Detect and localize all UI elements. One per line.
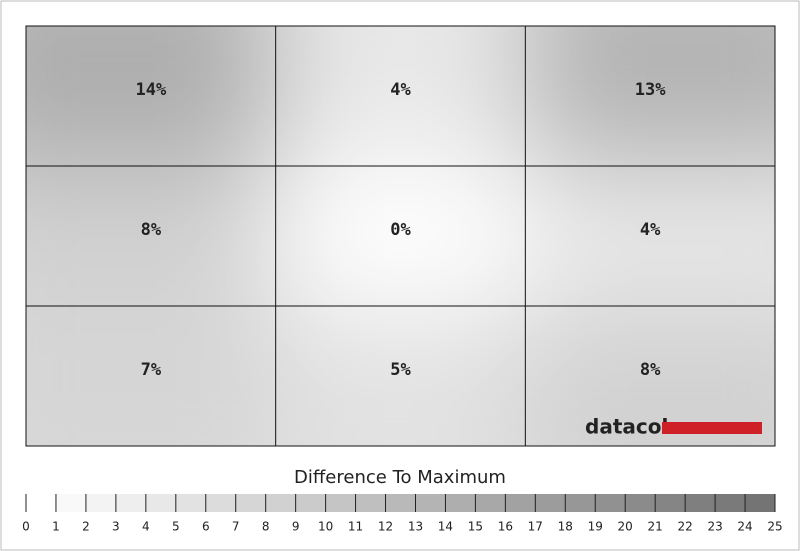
cell-label: 7%: [141, 360, 162, 380]
colorbar-tick-label: 11: [348, 520, 363, 534]
colorbar-swatch: [205, 494, 236, 512]
cell-label: 8%: [141, 220, 162, 240]
colorbar-tick-label: 5: [172, 520, 180, 534]
colorbar-tick-label: 13: [408, 520, 423, 534]
colorbar-tick-label: 12: [378, 520, 393, 534]
colorbar-tick-label: 17: [528, 520, 543, 534]
colorbar-swatch: [715, 494, 746, 512]
colorbar-tick-label: 20: [618, 520, 633, 534]
colorbar-tick-label: 10: [318, 520, 333, 534]
cell-label: 4%: [640, 220, 661, 240]
cell-label: 8%: [640, 360, 661, 380]
plot-border: [25, 25, 776, 447]
colorbar-tick-label: 7: [232, 520, 240, 534]
grid: [26, 26, 775, 446]
colorbar-swatch: [565, 494, 596, 512]
colorbar-swatch: [385, 494, 416, 512]
colorbar-title: Difference To Maximum: [294, 467, 506, 488]
colorbar-tick-label: 2: [82, 520, 90, 534]
cell-label: 5%: [390, 360, 411, 380]
cell: [26, 26, 276, 166]
colorbar-tick-label: 3: [112, 520, 120, 534]
colorbar-swatch: [175, 494, 206, 512]
colorbar-swatch: [475, 494, 506, 512]
colorbar: 0 1 2 3 4 5 6 7 8 9 10 11 12 13 14 15 16 17 18 19 20 21 22 23 24…: [22, 494, 783, 534]
colorbar-tick-label: 19: [588, 520, 603, 534]
colorbar-swatch: [26, 494, 56, 512]
colorbar-tick-label: 25: [767, 520, 782, 534]
colorbar-swatch: [445, 494, 476, 512]
cell-label: 14%: [135, 80, 166, 100]
colorbar-swatch: [145, 494, 176, 512]
colorbar-tick-label: 4: [142, 520, 150, 534]
colorbar-swatch: [355, 494, 386, 512]
colorbar-swatch: [85, 494, 116, 512]
colorbar-tick-label: 1: [52, 520, 60, 534]
colorbar-swatch: [535, 494, 566, 512]
colorbar-swatch: [415, 494, 446, 512]
colorbar-swatch: [595, 494, 626, 512]
colorbar-swatch: [655, 494, 686, 512]
colorbar-tick-label: 23: [707, 520, 722, 534]
cell: [525, 26, 775, 166]
colorbar-tick-label: 18: [558, 520, 573, 534]
colorbar-tick-label: 16: [498, 520, 513, 534]
colorbar-tick-label: 6: [202, 520, 210, 534]
colorbar-tick-label: 15: [468, 520, 483, 534]
colorbar-tick-label: 0: [22, 520, 30, 534]
colorbar-swatch: [685, 494, 716, 512]
colorbar-tick-label: 9: [292, 520, 300, 534]
cell: [525, 166, 775, 306]
colorbar-swatch: [295, 494, 326, 512]
colorbar-swatch: [235, 494, 266, 512]
cell: [275, 306, 526, 446]
colorbar-swatch: [325, 494, 356, 512]
cell: [275, 26, 526, 166]
colorbar-swatch: [505, 494, 536, 512]
heat-area: [26, 26, 775, 446]
cell-label: 4%: [390, 80, 411, 100]
colorbar-swatch: [55, 494, 86, 512]
colorbar-swatch: [625, 494, 656, 512]
cell: [26, 166, 276, 306]
colorbar-tick-label: 22: [677, 520, 692, 534]
cell: [275, 166, 526, 306]
colorbar-swatch: [115, 494, 146, 512]
colorbar-tick-label: 14: [438, 520, 453, 534]
colorbar-swatch: [745, 494, 775, 512]
colorbar-tick-label: 24: [737, 520, 752, 534]
colorbar-tick-label: 8: [262, 520, 270, 534]
colorbar-tick-label: 21: [648, 520, 663, 534]
brand-bar: [662, 422, 762, 434]
cell-layer: [26, 26, 775, 446]
cell-label: 0%: [390, 220, 411, 240]
colorbar-swatch: [265, 494, 296, 512]
cell-label: 13%: [635, 80, 666, 100]
cell: [26, 306, 276, 446]
label-layer: 14% 4% 13% 8% 0% 4% 7% 5% 8%: [135, 80, 666, 380]
